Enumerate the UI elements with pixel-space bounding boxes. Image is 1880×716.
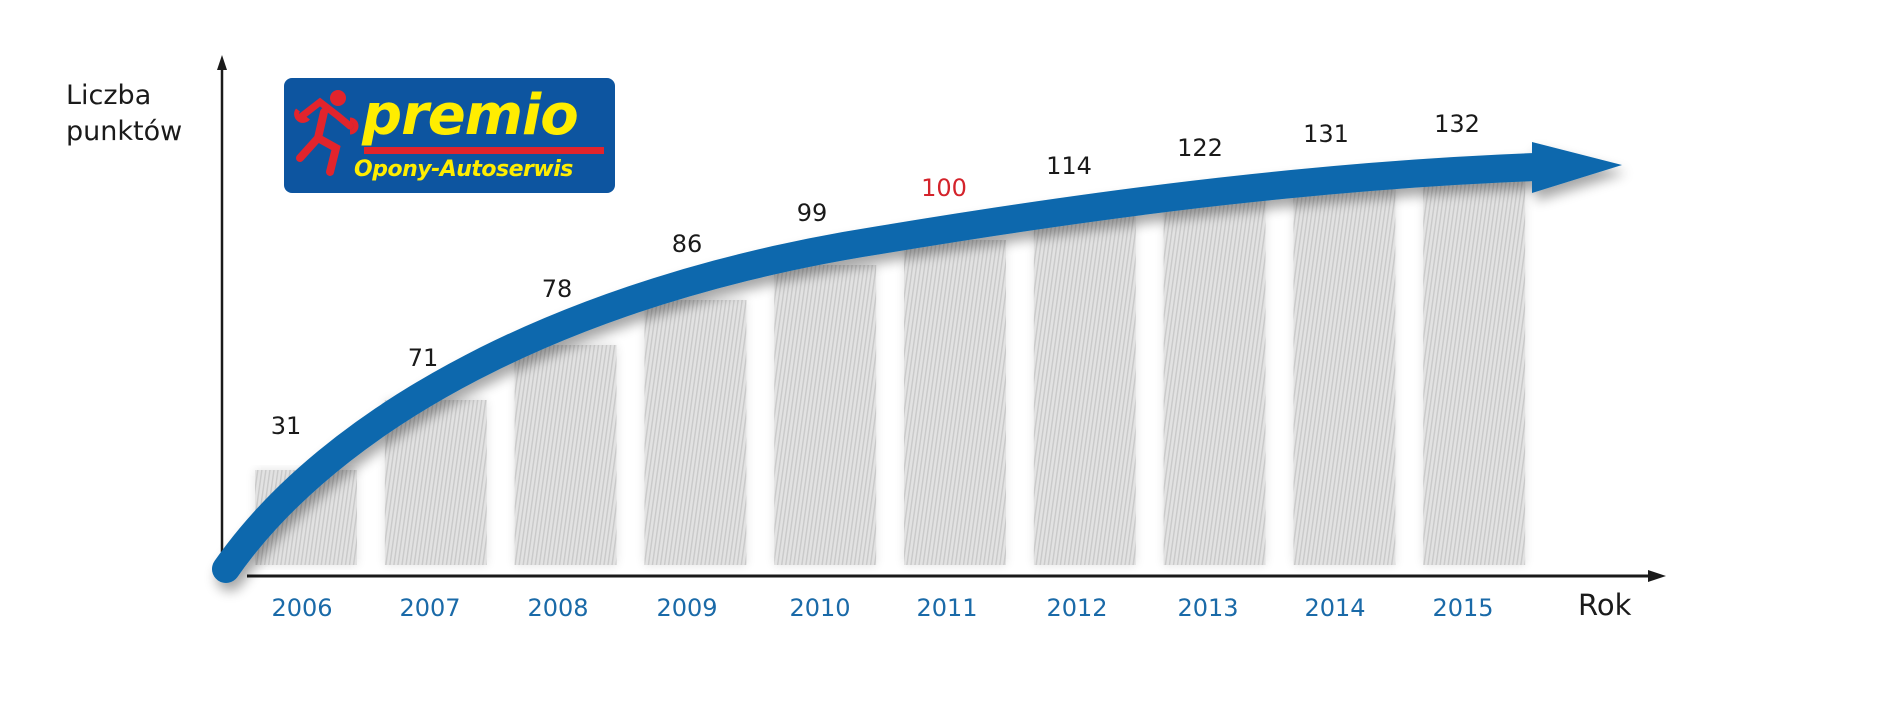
bar-2012 [1033, 215, 1136, 565]
year-label-2010: 2010 [789, 594, 850, 622]
bar-2010 [774, 265, 877, 565]
logo-brand-text: premio [362, 83, 579, 148]
value-label-2006: 31 [271, 412, 302, 440]
value-label-2011: 100 [921, 174, 967, 202]
x-axis-arrow-icon [1648, 570, 1666, 582]
year-label-2015: 2015 [1432, 594, 1493, 622]
x-axis-label: Rok [1578, 588, 1632, 622]
y-axis-label: Liczba punktów [66, 78, 182, 150]
value-label-2009: 86 [672, 230, 703, 258]
year-label-2014: 2014 [1304, 594, 1365, 622]
value-label-2015: 132 [1434, 110, 1480, 138]
growth-arrow [212, 142, 1622, 583]
value-label-group: 31 71 78 86 99 100 114 122 131 132 [271, 110, 1480, 440]
year-label-2009: 2009 [656, 594, 717, 622]
y-axis-label-line2: punktów [66, 116, 183, 147]
year-label-2007: 2007 [399, 594, 460, 622]
bar-2009 [644, 300, 747, 565]
value-label-2010: 99 [797, 199, 828, 227]
bar-group [255, 178, 1526, 565]
logo-tagline: Opony-Autoserwis [354, 157, 573, 182]
year-label-2006: 2006 [271, 594, 332, 622]
value-label-2007: 71 [408, 344, 439, 372]
value-label-2008: 78 [542, 275, 573, 303]
runner-mechanic-icon [294, 90, 359, 176]
bar-2014 [1293, 185, 1396, 565]
bar-2011 [904, 240, 1006, 565]
year-label-2011: 2011 [916, 594, 977, 622]
year-label-group: 2006 2007 2008 2009 2010 2011 2012 2013 2014 2015 [271, 594, 1493, 622]
value-label-2014: 131 [1303, 120, 1349, 148]
value-label-2012: 114 [1046, 152, 1092, 180]
value-label-2013: 122 [1177, 134, 1223, 162]
year-label-2012: 2012 [1046, 594, 1107, 622]
y-axis-arrow-icon [217, 55, 227, 70]
bar-2007 [384, 400, 487, 565]
bar-2013 [1163, 198, 1266, 565]
year-label-2013: 2013 [1177, 594, 1238, 622]
logo-red-stripe [364, 147, 604, 154]
year-label-2008: 2008 [527, 594, 588, 622]
bar-2015 [1423, 178, 1526, 565]
premio-logo: premio Opony-Autoserwis [284, 78, 615, 193]
y-axis-label-line1: Liczba [66, 80, 152, 111]
bar-2008 [514, 345, 617, 565]
